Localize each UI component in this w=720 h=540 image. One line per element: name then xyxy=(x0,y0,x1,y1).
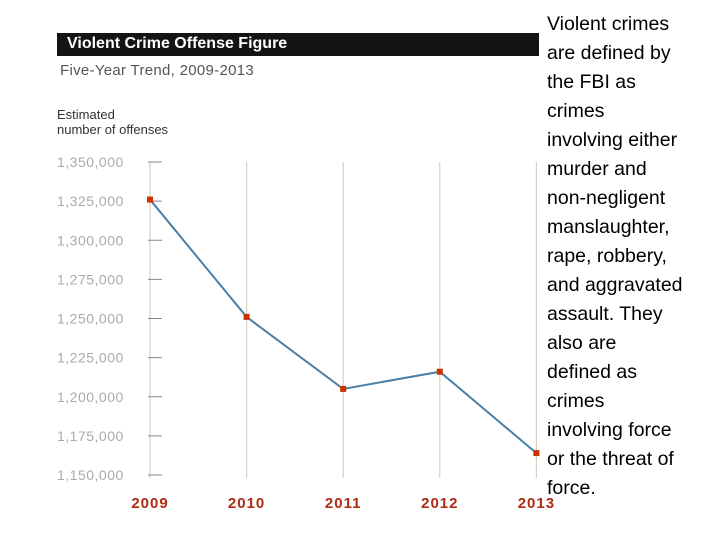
side-text-line: crimes xyxy=(547,100,605,122)
side-text-line: crimes xyxy=(547,390,605,412)
y-tick-label: 1,150,000 xyxy=(57,467,124,483)
y-tick-label: 1,175,000 xyxy=(57,428,124,444)
side-text-line: are defined by xyxy=(547,42,671,64)
y-tick-label: 1,325,000 xyxy=(57,193,124,209)
side-text-line: assault. They xyxy=(547,303,663,325)
side-text-line: the FBI as xyxy=(547,71,636,93)
x-tick-label: 2013 xyxy=(518,495,555,512)
x-tick-label: 2012 xyxy=(421,495,458,512)
side-text-line: involving either xyxy=(547,129,678,151)
data-point xyxy=(436,368,443,375)
y-tick-label: 1,225,000 xyxy=(57,350,124,366)
chart-subtitle: Five-Year Trend, 2009-2013 xyxy=(60,62,255,79)
y-axis-label: Estimated number of offenses xyxy=(57,107,197,137)
side-text-line: rape, robbery, xyxy=(547,245,667,267)
x-tick-label: 2009 xyxy=(131,495,168,512)
side-text-line: Violent crimes xyxy=(547,13,670,35)
side-text-line: or the threat of xyxy=(547,448,674,470)
side-text-block: Violent crimes are defined by the FBI as… xyxy=(547,10,712,503)
data-point xyxy=(243,313,250,320)
side-text-line: non-negligent xyxy=(547,187,666,209)
side-text-line: and aggravated xyxy=(547,274,683,296)
y-axis-label-line: Estimated xyxy=(57,107,115,122)
side-text-line: manslaughter, xyxy=(547,216,670,238)
data-point xyxy=(147,196,153,203)
side-text-line: also are xyxy=(547,332,617,354)
y-tick-label: 1,250,000 xyxy=(57,311,124,327)
data-point xyxy=(533,450,540,457)
y-tick-label: 1,200,000 xyxy=(57,389,124,405)
side-text-line: involving force xyxy=(547,419,672,441)
y-axis-label-line: number of offenses xyxy=(57,122,169,137)
data-point xyxy=(340,385,347,392)
y-tick-label: 1,350,000 xyxy=(57,154,124,170)
side-text-line: murder and xyxy=(547,158,647,180)
x-tick-label: 2010 xyxy=(228,495,265,512)
y-tick-label: 1,275,000 xyxy=(57,271,124,287)
x-tick-label: 2011 xyxy=(325,495,362,512)
y-tick-label: 1,300,000 xyxy=(57,232,124,248)
chart-title-bar xyxy=(57,33,539,56)
side-text-line: defined as xyxy=(547,361,637,383)
chart-title: Violent Crime Offense Figure xyxy=(67,35,288,52)
side-text-line: force. xyxy=(547,477,596,499)
